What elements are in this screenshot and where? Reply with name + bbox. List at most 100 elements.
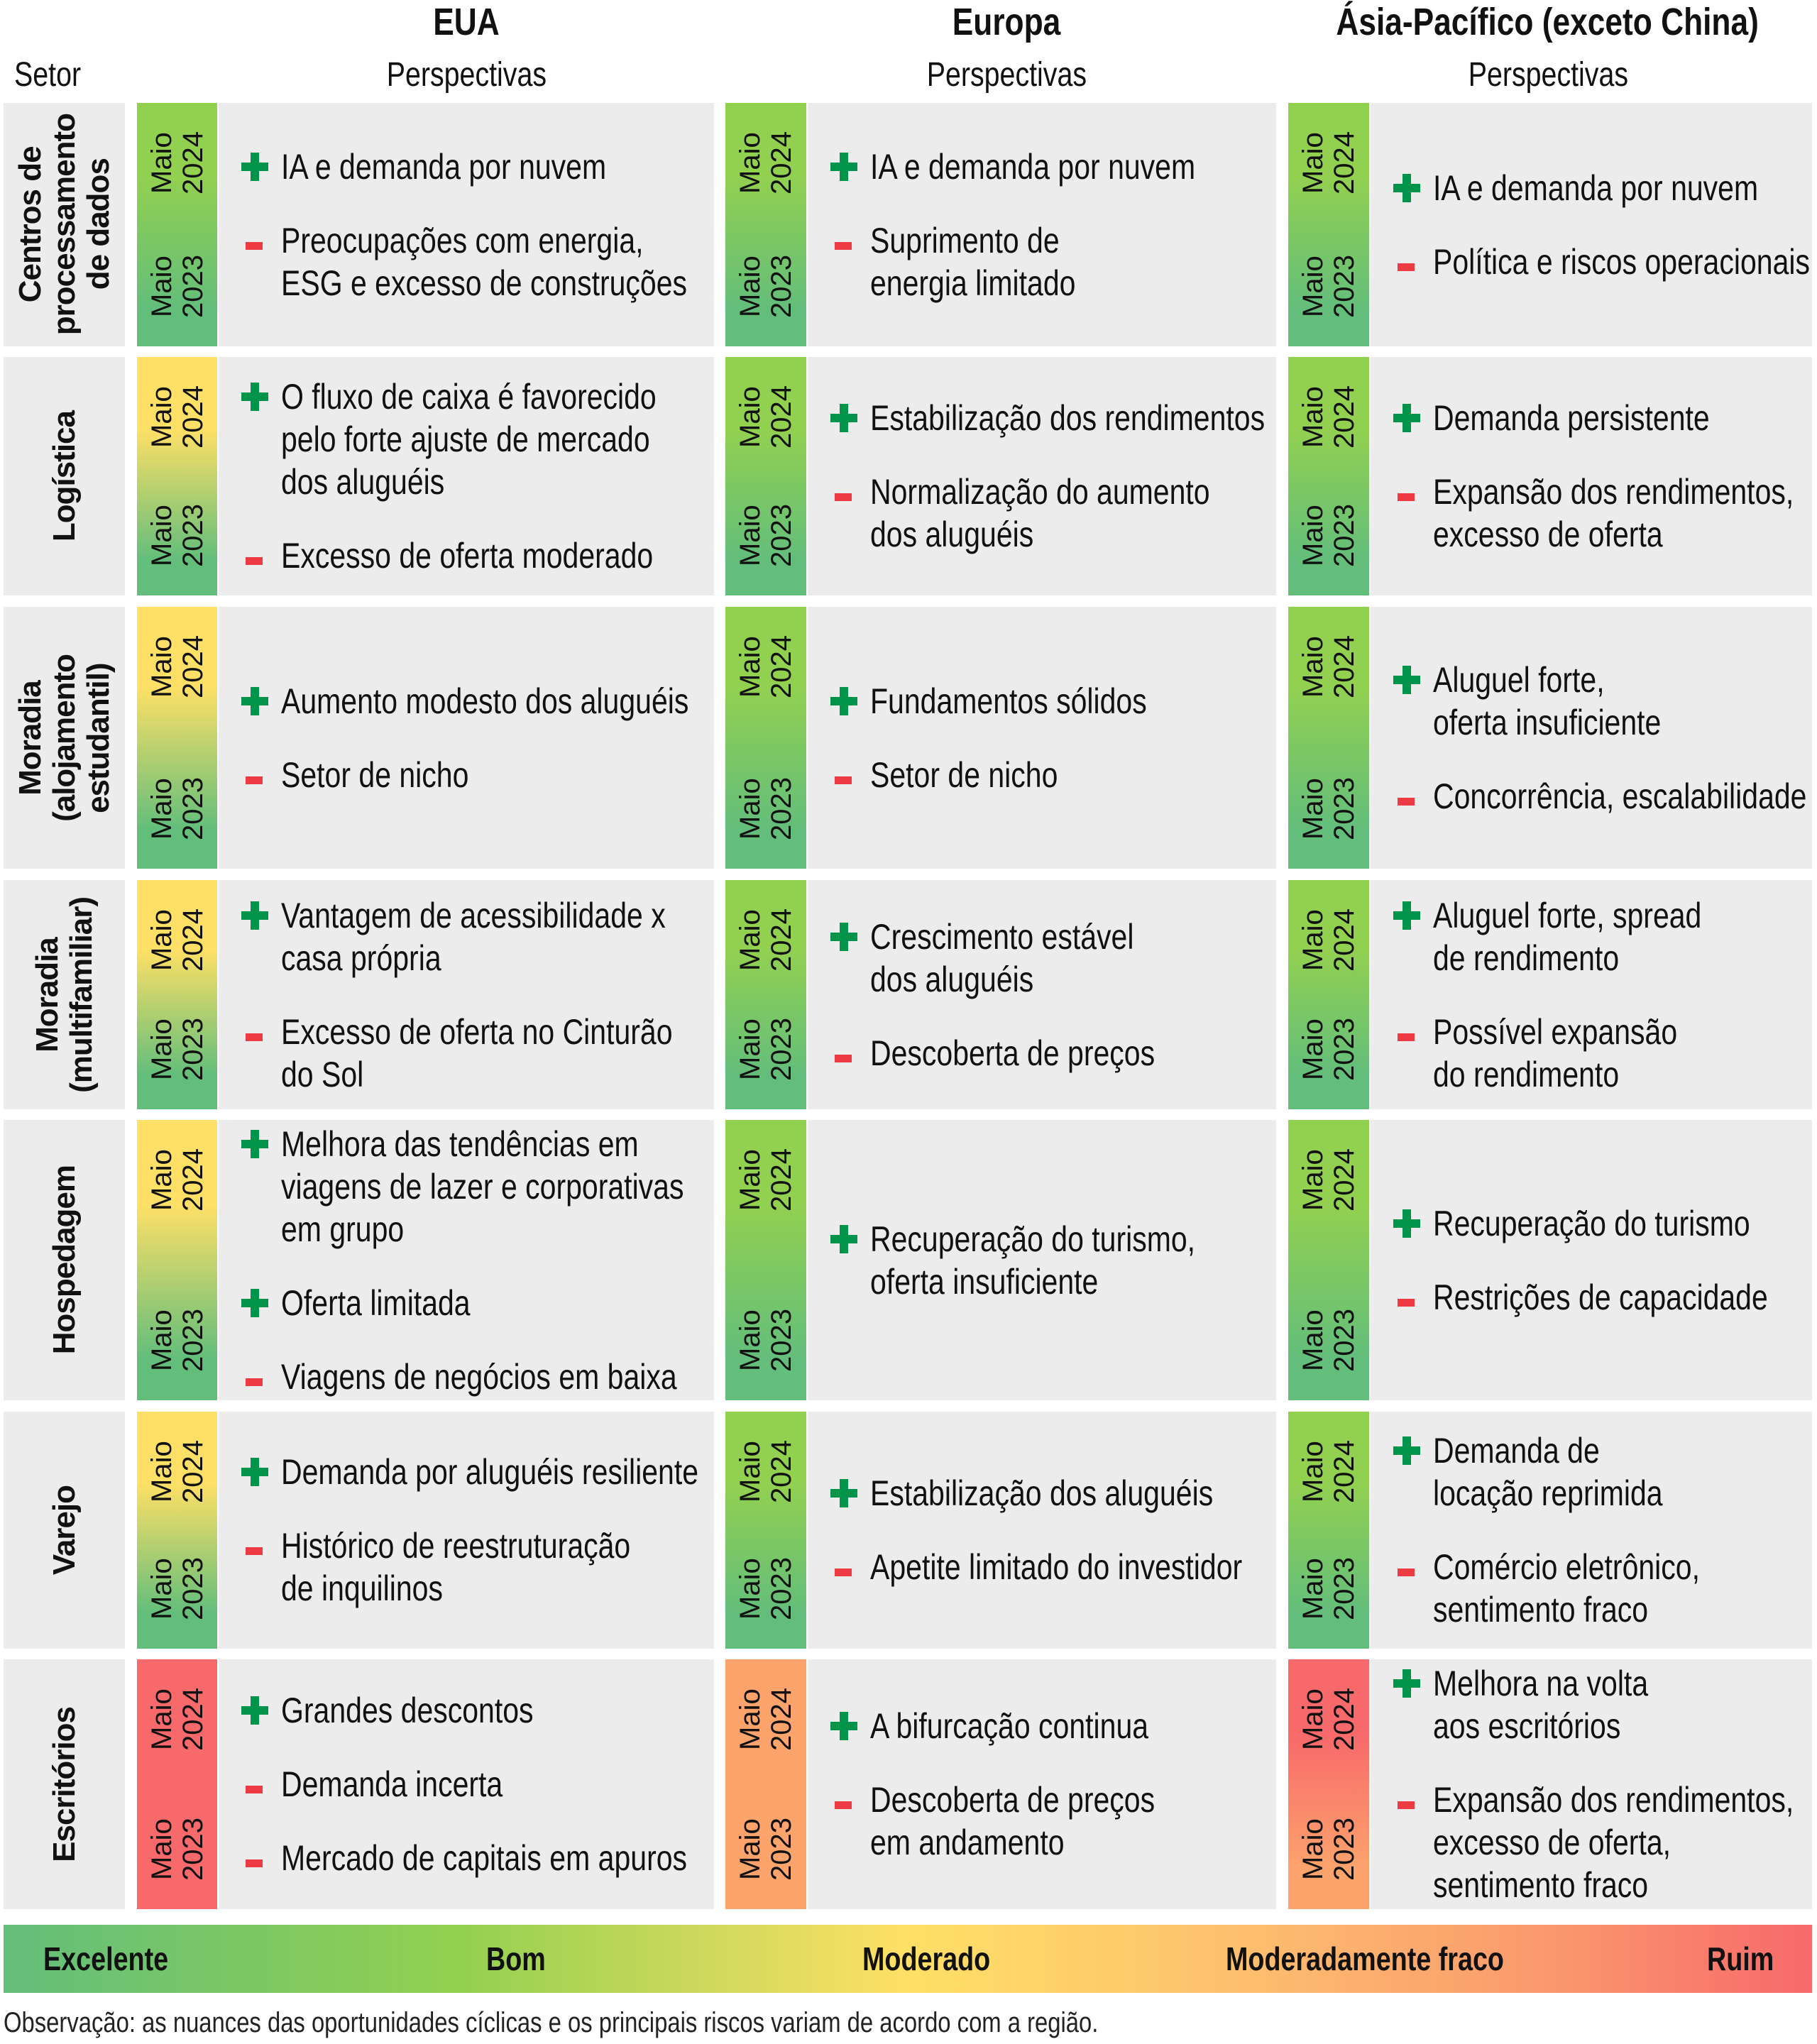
legend-label-excellent: Excelente	[43, 1940, 169, 1977]
minus-icon	[830, 1553, 857, 1581]
plus-icon	[1393, 1669, 1420, 1698]
bar-label-2023: Maio 2023	[725, 777, 806, 840]
bar-label-2024: Maio 2024	[137, 385, 217, 449]
item-text: Descoberta de preços	[870, 1033, 1155, 1073]
rating-bar-europe: Maio 2024 Maio 2023	[725, 103, 806, 346]
item-text: Suprimento de energia limitado	[870, 220, 1076, 303]
bar-label-2024: Maio 2024	[1288, 385, 1369, 449]
bar-label-2024: Maio 2024	[137, 635, 217, 698]
item-text: Recuperação do turismo	[1433, 1203, 1750, 1243]
item-text: Preocupações com energia, ESG e excesso …	[281, 220, 688, 303]
sector-label: Moradia (multifamiliar)	[29, 896, 99, 1093]
rating-bar-asia-pacific: Maio 2024 Maio 2023	[1288, 880, 1369, 1109]
plus-icon	[830, 1712, 857, 1740]
risk-item: Viagens de negócios em baixa	[219, 1356, 714, 1398]
rating-bar-asia-pacific: Maio 2024 Maio 2023	[1288, 607, 1369, 869]
item-text: Estabilização dos aluguéis	[870, 1473, 1214, 1513]
rating-bar-us: Maio 2024 Maio 2023	[137, 1659, 217, 1909]
bar-label-2024: Maio 2024	[725, 1148, 806, 1211]
sector-cell: Moradia (multifamiliar)	[4, 880, 125, 1109]
rating-bar-asia-pacific: Maio 2024 Maio 2023	[1288, 103, 1369, 346]
item-text: Melhora na volta aos escritórios	[1433, 1664, 1649, 1746]
sector-cell: Varejo	[4, 1412, 125, 1649]
minus-icon	[830, 1786, 857, 1814]
plus-icon	[241, 152, 268, 181]
sector-column-header: Setor	[14, 56, 82, 94]
minus-icon	[1393, 478, 1420, 506]
bar-label-2023: Maio 2023	[1288, 1018, 1369, 1081]
minus-icon	[830, 478, 857, 506]
bar-label-2024-text: Maio 2024	[735, 1440, 797, 1503]
outlook-cell-us: IA e demanda por nuvem Preocupações com e…	[219, 103, 714, 346]
item-text: Expansão dos rendimentos, excesso de ofe…	[1433, 472, 1794, 554]
bar-label-2023-text: Maio 2023	[146, 777, 209, 840]
bar-label-2023-text: Maio 2023	[735, 255, 797, 318]
plus-icon	[241, 1458, 268, 1486]
sector-label: Hospedagem	[46, 1165, 82, 1355]
sector-cell: Hospedagem	[4, 1120, 125, 1400]
opportunity-item: IA e demanda por nuvem	[219, 145, 714, 188]
bar-label-2023: Maio 2023	[725, 1309, 806, 1372]
risk-item: Excesso de oferta moderado	[219, 534, 714, 577]
bar-label-2024-text: Maio 2024	[1297, 635, 1360, 698]
rating-bar-us: Maio 2024 Maio 2023	[137, 607, 217, 869]
minus-icon	[830, 761, 857, 789]
minus-icon	[1393, 1553, 1420, 1581]
risk-item: Suprimento de energia limitado	[808, 219, 1276, 304]
opportunity-item: Oferta limitada	[219, 1282, 714, 1324]
bar-label-2024: Maio 2024	[137, 1688, 217, 1751]
item-text: Excesso de oferta no Cinturão do Sol	[281, 1011, 673, 1094]
bar-label-2023-text: Maio 2023	[146, 255, 209, 318]
minus-icon	[1393, 1018, 1420, 1046]
outlook-cell-europe: Recuperação do turismo, oferta insuficie…	[808, 1120, 1276, 1400]
bar-label-2023: Maio 2023	[1288, 1818, 1369, 1881]
plus-icon	[241, 1288, 268, 1317]
risk-item: Histórico de reestruturação de inquilino…	[219, 1524, 714, 1610]
bar-label-2023: Maio 2023	[1288, 504, 1369, 567]
sector-label: Centros de processamento de dados	[12, 114, 116, 336]
item-text: Demanda persistente	[1433, 398, 1710, 438]
bar-label-2023: Maio 2023	[725, 1557, 806, 1620]
item-text: Comércio eletrônico, sentimento fraco	[1433, 1547, 1700, 1630]
opportunity-item: Fundamentos sólidos	[808, 680, 1276, 722]
item-text: Possível expansão do rendimento	[1433, 1011, 1678, 1094]
outlook-cell-europe: Estabilização dos aluguéis Apetite limita…	[808, 1412, 1276, 1649]
bar-label-2024: Maio 2024	[1288, 1440, 1369, 1503]
bar-label-2024-text: Maio 2024	[1297, 1440, 1360, 1503]
item-text: Oferta limitada	[281, 1282, 471, 1323]
bar-label-2023-text: Maio 2023	[735, 1018, 797, 1081]
opportunity-item: Melhora das tendências em viagens de laz…	[219, 1123, 714, 1251]
risk-item: Normalização do aumento dos aluguéis	[808, 471, 1276, 556]
rating-bar-europe: Maio 2024 Maio 2023	[725, 607, 806, 869]
rating-bar-asia-pacific: Maio 2024 Maio 2023	[1288, 357, 1369, 595]
item-text: Restrições de capacidade	[1433, 1277, 1768, 1317]
bar-label-2024: Maio 2024	[137, 131, 217, 194]
item-text: A bifurcação continua	[870, 1706, 1149, 1746]
bar-label-2024: Maio 2024	[1288, 1688, 1369, 1751]
bar-label-2024-text: Maio 2024	[146, 1440, 209, 1503]
bar-label-2024-text: Maio 2024	[146, 1148, 209, 1211]
rating-bar-us: Maio 2024 Maio 2023	[137, 357, 217, 595]
outlook-cell-asia-pacific: Demanda de locação reprimida Comércio ele…	[1371, 1412, 1812, 1649]
footnote: Observação: as nuances das oportunidades…	[4, 2007, 1099, 2038]
bar-label-2024-text: Maio 2024	[735, 385, 797, 449]
bar-label-2023: Maio 2023	[1288, 777, 1369, 840]
item-text: Concorrência, escalabilidade	[1433, 776, 1807, 816]
bar-label-2024: Maio 2024	[1288, 908, 1369, 972]
item-text: Aluguel forte, oferta insuficiente	[1433, 659, 1662, 742]
plus-icon	[1393, 1209, 1420, 1238]
item-text: IA e demanda por nuvem	[1433, 167, 1759, 208]
item-text: Expansão dos rendimentos, excesso de ofe…	[1433, 1780, 1794, 1905]
plus-icon	[1393, 404, 1420, 432]
plus-icon	[830, 1479, 857, 1507]
bar-label-2023-text: Maio 2023	[735, 1818, 797, 1881]
risk-item: Descoberta de preços em andamento	[808, 1779, 1276, 1864]
region-subtitle-europe: Perspectivas	[926, 56, 1087, 94]
legend-label-moderate: Moderado	[862, 1940, 991, 1977]
risk-item: Setor de nicho	[219, 754, 714, 796]
bar-label-2024: Maio 2024	[725, 385, 806, 449]
item-text: Recuperação do turismo, oferta insuficie…	[870, 1219, 1196, 1302]
item-text: Histórico de reestruturação de inquilino…	[281, 1526, 631, 1608]
item-text: Mercado de capitais em apuros	[281, 1838, 688, 1878]
bar-label-2024-text: Maio 2024	[1297, 1688, 1360, 1751]
